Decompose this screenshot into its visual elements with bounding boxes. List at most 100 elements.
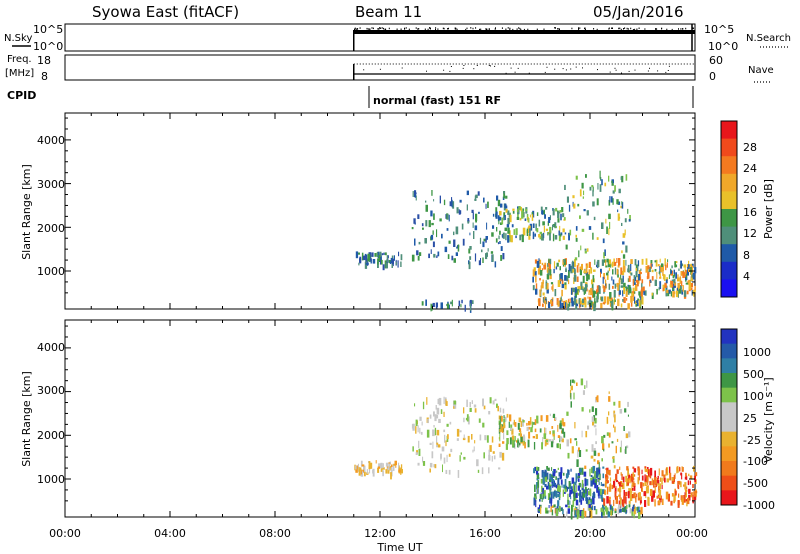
power-echo [670, 281, 674, 288]
velocity-echo [658, 490, 662, 498]
velocity-echo [649, 475, 652, 479]
velocity-echo [552, 483, 554, 488]
freq-point [514, 71, 516, 73]
power-echo [572, 287, 575, 293]
nsky-point [383, 27, 384, 30]
power-echo [509, 235, 511, 242]
velocity-echo [609, 504, 612, 510]
velocity-echo [533, 442, 536, 450]
velocity-echo [521, 419, 524, 427]
velocity-echo [694, 493, 697, 499]
velocity-echo [573, 490, 576, 498]
nsky-point [415, 27, 417, 29]
power-echo [573, 297, 577, 305]
power-echo [508, 230, 511, 238]
power-echo [576, 289, 579, 295]
velocity-echo [573, 483, 575, 492]
power-echo [500, 222, 502, 225]
velocity-echo [412, 446, 414, 452]
power-echo [606, 296, 610, 305]
velocity-echo [536, 466, 538, 473]
velocity-echo [658, 486, 660, 492]
power-echo [513, 229, 516, 235]
velocity-echo [601, 507, 604, 513]
power-echo [548, 262, 551, 271]
velocity-echo [625, 491, 628, 496]
nsky-point [527, 28, 529, 31]
velocity-echo [528, 431, 531, 439]
velocity-echo [689, 475, 693, 479]
velocity-echo [532, 436, 535, 439]
velocity-echo [676, 470, 679, 473]
power-echo [388, 260, 391, 264]
power-echo [625, 259, 627, 266]
velocity-colorbar-block [721, 417, 737, 433]
power-echo [415, 195, 417, 201]
power-echo [549, 258, 552, 265]
power-echo [613, 297, 615, 305]
velocity-echo [436, 429, 440, 436]
power-echo [639, 271, 642, 275]
power-echo [387, 255, 389, 259]
velocity-echo [434, 427, 437, 436]
nsky-point [666, 28, 668, 31]
power-colorbar-blocks [721, 121, 737, 298]
velocity-echo [578, 493, 580, 496]
power-echo [662, 268, 664, 276]
power-echo [620, 278, 624, 285]
power-echo [515, 228, 518, 236]
power-echo [561, 299, 563, 303]
nsky-point [417, 28, 419, 30]
power-echo [641, 279, 644, 284]
power-echo [579, 269, 582, 276]
velocity-echo [597, 487, 600, 493]
velocity-echo [621, 507, 624, 512]
power-echo [588, 261, 591, 268]
velocity-echo [466, 414, 469, 422]
power-echo [593, 216, 596, 221]
velocity-echo [579, 496, 581, 503]
velocity-echo [529, 417, 532, 425]
power-echo [603, 277, 606, 280]
nsky-point [623, 28, 624, 30]
nsky-point [384, 28, 386, 31]
velocity-echo [567, 508, 570, 514]
velocity-echo [387, 467, 390, 471]
velocity-echo [499, 451, 502, 458]
velocity-echo [536, 478, 539, 481]
velocity-echo [661, 485, 663, 490]
velocity-echo [552, 433, 555, 437]
power-echo [588, 289, 590, 296]
power-colorbar-block [721, 156, 737, 175]
power-echo [572, 260, 574, 269]
nsky-point [620, 28, 622, 31]
power-echo [640, 268, 642, 271]
power-echo [586, 274, 589, 282]
power-echo [618, 284, 620, 289]
power-cbar-tick-28: 28 [743, 141, 757, 154]
power-echo [608, 199, 611, 206]
power-echo [614, 299, 616, 302]
velocity-echo [498, 415, 501, 420]
velocity-echo [564, 479, 567, 487]
power-echo [414, 190, 417, 197]
power-echo [617, 298, 620, 307]
power-echo [591, 279, 593, 285]
velocity-echo [385, 462, 389, 467]
power-echo [584, 248, 587, 251]
velocity-echo [378, 463, 381, 468]
power-echo [553, 261, 556, 269]
velocity-echo [692, 500, 694, 504]
power-colorbar: 28 24 20 16 12 8 4 Power [dB] [720, 120, 775, 298]
power-echo [654, 260, 657, 263]
velocity-echo [436, 442, 439, 445]
velocity-echo [358, 466, 360, 472]
power-echo [662, 265, 664, 272]
velocity-echo [547, 510, 551, 513]
velocity-echo [597, 452, 600, 457]
velocity-echo [502, 426, 504, 433]
velocity-echo [638, 475, 640, 481]
nsky-point [523, 28, 525, 31]
velocity-echo [622, 476, 625, 483]
velocity-echo [628, 431, 631, 438]
